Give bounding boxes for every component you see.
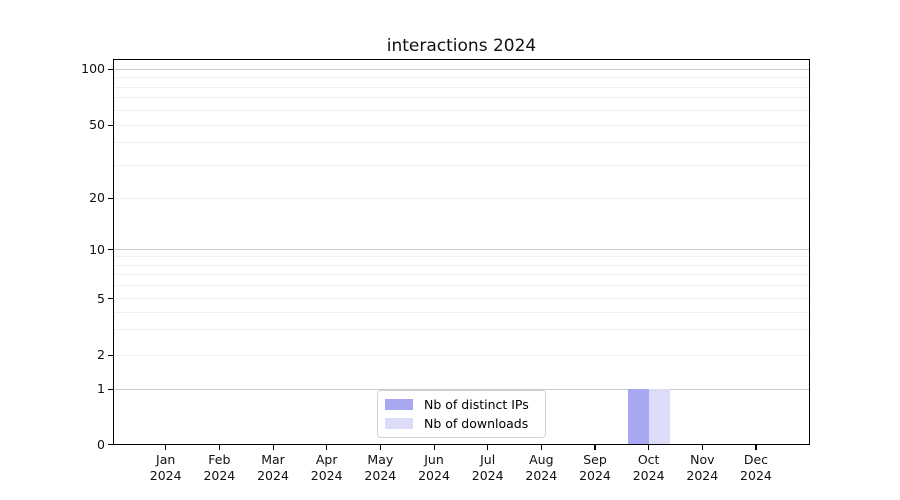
y-tick-label: 5 [97, 290, 105, 306]
x-tick-label-year: 2024 [686, 468, 719, 483]
y-tick-label: 20 [89, 190, 105, 205]
y-tick-mark [108, 197, 113, 199]
bar-downloads [648, 389, 670, 445]
x-tick-label: Dec 2024 [716, 452, 796, 484]
x-tick-label-month: Aug [529, 452, 554, 467]
legend-label: Nb of downloads [424, 416, 529, 431]
x-tick-label: May 2024 [340, 452, 420, 484]
x-tick-label-month: Mar [261, 452, 285, 467]
x-tick-mark [379, 445, 382, 450]
x-tick-label-year: 2024 [203, 468, 236, 483]
gridline-minor [113, 165, 810, 167]
gridline-minor [113, 86, 810, 88]
y-tick-mark [108, 444, 113, 446]
x-tick-label-month: May [367, 452, 394, 467]
gridline-minor [113, 197, 810, 199]
x-tick-label-month: Jan [156, 452, 176, 467]
x-tick-label-year: 2024 [310, 468, 343, 483]
gridline-minor [113, 77, 810, 78]
x-tick-label-month: Sep [583, 452, 607, 467]
legend-swatch [385, 399, 413, 410]
gridline-minor [113, 142, 810, 144]
x-tick-label-year: 2024 [257, 468, 289, 483]
gridline-minor [113, 285, 810, 287]
x-tick-mark [218, 445, 221, 450]
y-tick-label: 1 [97, 381, 105, 396]
x-tick-label-year: 2024 [632, 468, 665, 483]
y-tick-label: 100 [81, 61, 105, 76]
y-tick-label: 10 [89, 241, 105, 257]
x-tick-mark [594, 445, 596, 450]
gridline-minor [113, 124, 810, 126]
x-tick-mark [701, 445, 703, 450]
legend-label: Nb of distinct IPs [424, 397, 529, 412]
gridline-minor [113, 329, 810, 331]
legend-swatch [385, 418, 413, 429]
x-tick-mark [648, 445, 650, 450]
gridline-minor [113, 97, 810, 99]
x-tick-label: Oct 2024 [609, 452, 689, 484]
x-tick-label: Jul 2024 [448, 452, 528, 484]
x-tick-label-year: 2024 [364, 468, 397, 483]
y-tick-mark [108, 354, 113, 356]
x-tick-label-month: Oct [637, 452, 660, 467]
gridline-minor [113, 264, 810, 266]
plot-area: Nb of distinct IPs Nb of downloads [113, 59, 810, 445]
y-tick-mark [108, 388, 113, 390]
x-tick-label: Apr 2024 [287, 452, 367, 484]
x-tick-label: Aug 2024 [501, 452, 581, 484]
x-tick-mark [755, 445, 757, 450]
x-tick-label-year: 2024 [149, 468, 182, 483]
gridline-minor [113, 256, 810, 258]
x-tick-label: Mar 2024 [233, 452, 313, 484]
x-tick-label-month: Apr [315, 452, 338, 467]
gridline-minor [113, 109, 810, 111]
y-tick-mark [108, 249, 113, 251]
x-tick-label-year: 2024 [471, 468, 504, 483]
x-tick-label: Jan 2024 [126, 452, 206, 484]
y-tick-mark [108, 124, 113, 126]
gridline-minor [113, 311, 810, 313]
x-tick-mark [165, 445, 167, 450]
x-tick-label: Feb 2024 [179, 452, 259, 484]
x-tick-mark [540, 445, 542, 450]
y-tick-mark [108, 298, 113, 300]
x-tick-label-year: 2024 [740, 468, 772, 483]
legend-item: Nb of downloads [378, 414, 545, 433]
y-tick-label: 2 [97, 347, 105, 362]
x-tick-label: Jun 2024 [394, 452, 474, 484]
x-tick-label-month: Nov [690, 452, 715, 467]
x-tick-label: Sep 2024 [555, 452, 635, 484]
x-tick-label-month: Jul [480, 452, 496, 467]
x-tick-mark [326, 445, 328, 450]
gridline-major [113, 249, 810, 250]
gridline-minor [113, 274, 810, 276]
chart-title: interactions 2024 [386, 36, 537, 56]
x-tick-label-year: 2024 [525, 468, 558, 483]
legend: Nb of distinct IPs Nb of downloads [377, 390, 546, 438]
x-tick-label: Nov 2024 [662, 452, 742, 484]
gridline-minor [113, 298, 810, 299]
y-tick-mark [108, 68, 113, 70]
bar-distinct-ips [627, 389, 649, 445]
x-tick-label-year: 2024 [579, 468, 611, 483]
y-tick-label: 0 [97, 436, 105, 452]
x-tick-label-month: Feb [208, 452, 231, 467]
x-tick-label-month: Jun [424, 452, 444, 467]
gridline-minor [113, 354, 810, 356]
x-tick-mark [272, 445, 274, 450]
legend-item: Nb of distinct IPs [378, 395, 545, 414]
x-tick-label-year: 2024 [418, 468, 450, 483]
gridline-major [113, 388, 810, 390]
axes-frame [113, 59, 810, 445]
gridline-major [113, 68, 810, 70]
x-tick-mark [433, 445, 435, 450]
x-tick-mark [487, 445, 489, 450]
x-tick-label-month: Dec [743, 452, 769, 467]
y-tick-label: 50 [89, 117, 105, 132]
